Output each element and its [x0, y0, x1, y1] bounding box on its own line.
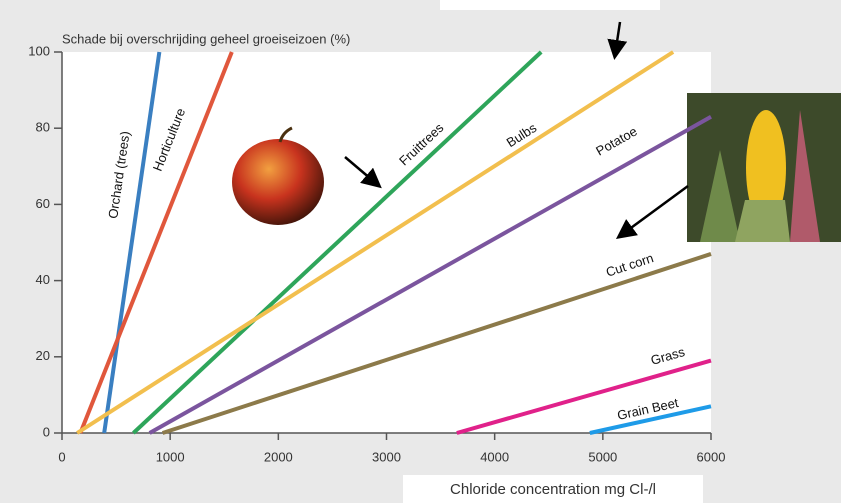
corn-image: [687, 93, 841, 242]
x-tick-label: 0: [58, 449, 65, 464]
series-line: [102, 51, 162, 434]
series-line: [456, 358, 712, 435]
y-tick-label: 40: [36, 272, 50, 287]
series-line: [76, 50, 675, 435]
top-box: [440, 0, 660, 10]
series-line: [78, 51, 234, 434]
y-tick-label: 20: [36, 348, 50, 363]
x-tick-label: 1000: [156, 449, 185, 464]
series-line: [589, 404, 712, 435]
series-line: [132, 50, 543, 435]
x-label-box: [403, 475, 703, 503]
series-line: [148, 115, 712, 435]
x-tick-label: 3000: [372, 449, 401, 464]
series-line: [161, 252, 712, 435]
x-tick-label: 5000: [588, 449, 617, 464]
x-tick-label: 6000: [697, 449, 726, 464]
x-tick-label: 4000: [480, 449, 509, 464]
x-tick-label: 2000: [264, 449, 293, 464]
chart-title: Schade bij overschrijding geheel groeise…: [62, 31, 350, 46]
x-axis-label: Chloride concentration mg Cl-/l: [450, 481, 656, 498]
y-tick-label: 100: [28, 43, 50, 58]
arrow: [607, 21, 628, 60]
arrow: [615, 184, 689, 239]
arrow: [344, 156, 382, 189]
plot-area: [62, 52, 711, 433]
y-tick-label: 80: [36, 120, 50, 135]
apple-image: [232, 126, 324, 225]
y-tick-label: 0: [43, 424, 50, 439]
y-tick-label: 60: [36, 196, 50, 211]
